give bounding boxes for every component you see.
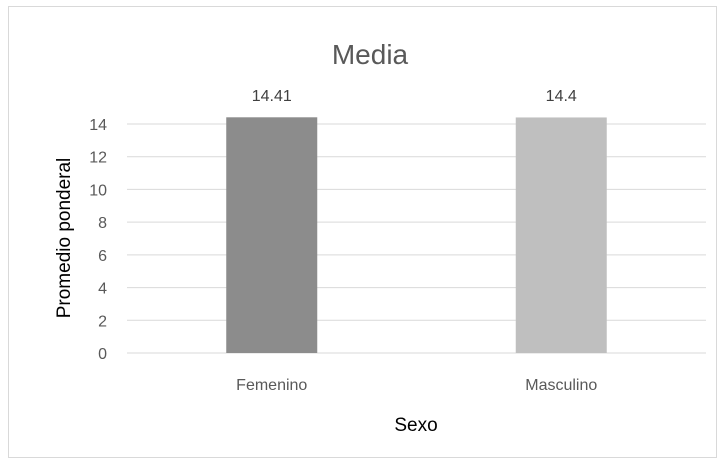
y-tick-label: 10 <box>89 182 107 199</box>
y-axis-ticks: 0 2 4 6 8 10 12 14 <box>89 117 107 363</box>
y-tick-label: 8 <box>98 215 107 232</box>
y-tick-label: 0 <box>98 346 107 363</box>
data-label: 14.4 <box>546 88 577 105</box>
y-tick-label: 12 <box>89 150 107 167</box>
y-tick-label: 14 <box>89 117 107 134</box>
y-tick-label: 4 <box>98 281 107 298</box>
data-labels: 14.41 14.4 <box>252 88 577 105</box>
data-label: 14.41 <box>252 88 292 105</box>
bars <box>226 117 607 353</box>
gridlines <box>127 123 706 354</box>
y-axis-title: Promedio ponderal <box>54 158 75 319</box>
bar-masculino <box>515 117 607 353</box>
x-tick-label: Femenino <box>236 377 307 394</box>
chart-title: Media <box>332 39 409 70</box>
x-axis-title: Sexo <box>394 415 437 436</box>
x-tick-label: Masculino <box>525 377 597 394</box>
bar-femenino <box>226 117 318 353</box>
x-axis-ticks: Femenino Masculino <box>236 377 597 394</box>
y-tick-label: 6 <box>98 248 107 265</box>
y-tick-label: 2 <box>98 313 107 330</box>
